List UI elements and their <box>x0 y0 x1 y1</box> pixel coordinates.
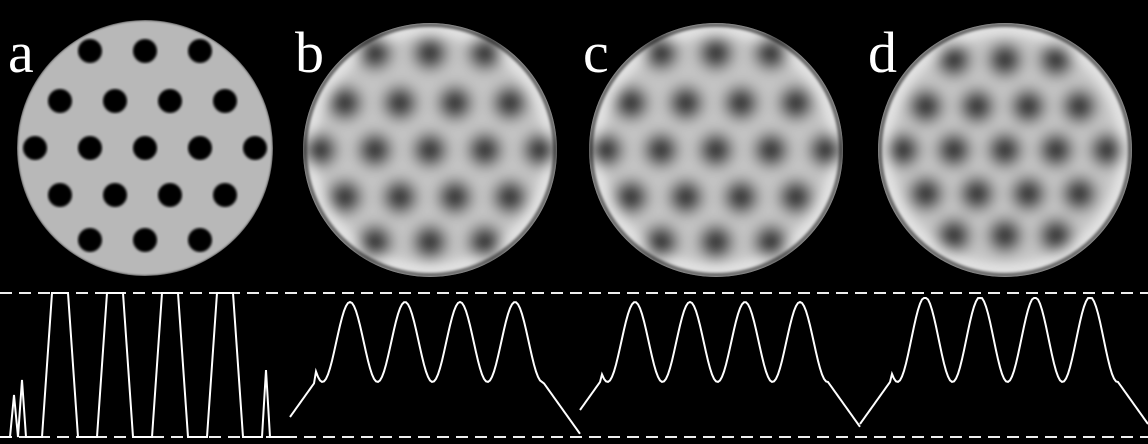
hole <box>133 39 157 63</box>
hole <box>213 183 237 207</box>
dot <box>468 133 502 167</box>
panel-image <box>878 23 1132 277</box>
dot <box>644 225 678 259</box>
dot <box>1011 89 1046 124</box>
hole <box>48 89 72 113</box>
hole <box>158 89 182 113</box>
dot <box>779 180 813 214</box>
hole <box>188 228 212 252</box>
dot <box>303 133 337 167</box>
dot <box>754 133 788 167</box>
dot <box>809 133 843 167</box>
dot <box>644 133 678 167</box>
dot <box>669 86 703 120</box>
hole <box>23 136 47 160</box>
panel-image <box>17 20 273 276</box>
edge-fade <box>303 23 557 277</box>
dot <box>614 86 648 120</box>
dot <box>936 218 971 253</box>
dot <box>438 180 472 214</box>
dot <box>1039 42 1074 77</box>
dot <box>438 86 472 120</box>
panel-label: a <box>8 20 34 85</box>
profile-line <box>579 300 861 428</box>
dot <box>1011 176 1046 211</box>
dot <box>988 133 1022 167</box>
dot <box>493 180 527 214</box>
hole <box>188 136 212 160</box>
dot <box>413 225 447 259</box>
dot <box>1062 176 1097 211</box>
panel-label: c <box>583 20 609 85</box>
hole <box>188 39 212 63</box>
hole <box>78 228 102 252</box>
hole <box>103 183 127 207</box>
dot <box>413 133 447 167</box>
hole <box>48 183 72 207</box>
dot <box>699 225 733 259</box>
hole <box>103 89 127 113</box>
hole <box>133 228 157 252</box>
profile-line <box>0 292 290 438</box>
dot <box>908 89 943 124</box>
dot <box>988 218 1022 253</box>
dot <box>960 89 995 124</box>
dot <box>468 225 502 259</box>
edge-fade <box>589 23 843 277</box>
dot <box>669 180 703 214</box>
panel-image <box>303 23 557 277</box>
dot <box>1039 218 1074 253</box>
dot <box>413 36 447 70</box>
hole <box>133 136 157 160</box>
dot <box>328 86 362 120</box>
dot <box>614 180 648 214</box>
edge-fade <box>878 23 1132 277</box>
hole <box>78 136 102 160</box>
dot <box>754 225 788 259</box>
dot <box>383 86 417 120</box>
hole <box>243 136 267 160</box>
dot <box>988 42 1022 77</box>
dot <box>885 133 920 167</box>
panel-image <box>589 23 843 277</box>
dot <box>523 133 557 167</box>
dot <box>383 180 417 214</box>
blurred-pattern <box>303 23 557 277</box>
dot <box>724 86 758 120</box>
dot <box>699 36 733 70</box>
profile-line <box>859 296 1148 425</box>
profiles <box>0 292 1148 438</box>
dot <box>936 133 971 167</box>
blurred-pattern <box>589 23 843 277</box>
hole <box>213 89 237 113</box>
dot <box>960 176 995 211</box>
hole <box>158 183 182 207</box>
blurred-pattern <box>878 23 1132 277</box>
dot <box>1062 89 1097 124</box>
dot <box>328 180 362 214</box>
dot <box>358 133 392 167</box>
profile-line <box>289 300 581 435</box>
dot <box>1039 133 1074 167</box>
hole <box>78 39 102 63</box>
panels <box>17 20 1132 277</box>
dot <box>493 86 527 120</box>
dot <box>779 86 813 120</box>
dot <box>1090 133 1125 167</box>
dot <box>358 225 392 259</box>
dot <box>724 180 758 214</box>
dot <box>908 176 943 211</box>
dot <box>699 133 733 167</box>
dot <box>589 133 623 167</box>
dot <box>936 42 971 77</box>
panel-label: b <box>295 20 324 85</box>
panel-label: d <box>868 20 897 85</box>
